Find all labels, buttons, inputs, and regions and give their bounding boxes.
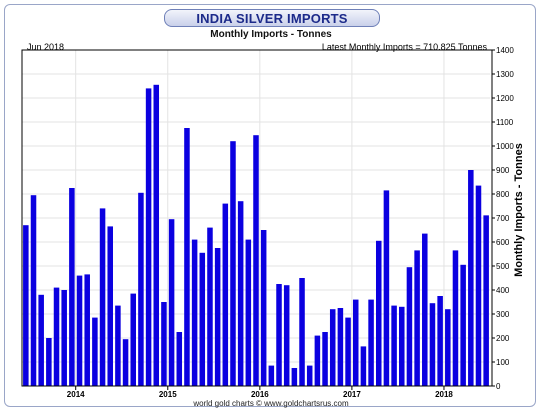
bar <box>406 267 413 386</box>
y-tick-label: 1200 <box>496 94 514 103</box>
bar <box>306 365 313 386</box>
bar <box>383 190 390 386</box>
bar <box>399 306 405 386</box>
bar <box>130 293 136 386</box>
x-tick-label: 2017 <box>343 390 361 399</box>
bar <box>368 299 374 386</box>
y-tick-label: 900 <box>496 166 510 175</box>
bar <box>429 303 436 386</box>
y-tick-label: 400 <box>496 286 510 295</box>
chart-subtitle: Monthly Imports - Tonnes <box>210 29 332 40</box>
bar <box>115 305 121 386</box>
bar <box>53 287 60 386</box>
y-tick-label: 1000 <box>496 142 514 151</box>
bar <box>475 185 482 386</box>
bar <box>360 346 367 386</box>
bar <box>291 368 298 386</box>
bar <box>422 233 428 386</box>
bar <box>176 332 183 386</box>
bar <box>145 88 152 387</box>
bar <box>276 284 282 386</box>
bars <box>23 84 489 387</box>
bar <box>391 305 397 386</box>
x-tick-label: 2014 <box>67 390 85 399</box>
bar <box>222 203 229 386</box>
bar <box>76 275 83 386</box>
x-tick-label: 2018 <box>435 390 453 399</box>
bar <box>199 252 206 386</box>
title-banner: INDIA SILVER IMPORTS <box>164 9 380 27</box>
bar <box>92 317 98 386</box>
y-tick-label: 1400 <box>496 46 514 55</box>
bar <box>337 308 344 386</box>
latest-imports-label: Latest Monthly Imports = 710.825 Tonnes <box>321 42 487 52</box>
bar <box>230 141 236 386</box>
bar <box>107 226 113 386</box>
bar <box>452 250 459 386</box>
bar <box>38 294 44 386</box>
bar <box>184 128 190 386</box>
bar <box>237 201 244 386</box>
bar <box>84 274 90 386</box>
plot-border <box>21 49 493 387</box>
bar <box>283 285 290 386</box>
y-tick-label: 200 <box>496 334 510 343</box>
y-tick-label: 0 <box>496 382 501 391</box>
y-tick-label: 600 <box>496 238 510 247</box>
date-label: Jun 2018 <box>27 42 65 52</box>
bar <box>138 192 144 386</box>
bar <box>445 309 451 386</box>
bar <box>23 225 29 386</box>
bar <box>437 296 443 386</box>
bar <box>468 170 474 386</box>
bar <box>168 219 175 386</box>
footer-credit: world gold charts © www.goldchartsrus.co… <box>193 399 349 408</box>
bar <box>69 188 75 386</box>
bar <box>161 302 167 386</box>
bar <box>214 248 221 386</box>
bar <box>260 230 267 386</box>
y-tick-label: 1300 <box>496 70 514 79</box>
y-tick-label: 100 <box>496 358 510 367</box>
bar <box>245 239 252 386</box>
y-tick-label: 700 <box>496 214 510 223</box>
chart-title: INDIA SILVER IMPORTS <box>196 11 348 26</box>
bar <box>460 264 466 386</box>
bar <box>352 299 359 386</box>
bar <box>329 309 336 386</box>
axes: 0 100 200 300 400 500 600 700 800 900 1000 1100 1200… <box>67 46 515 399</box>
bar <box>30 195 37 386</box>
x-tick-label: 2016 <box>251 390 269 399</box>
bar <box>268 365 275 386</box>
bar <box>61 290 67 386</box>
bar <box>375 240 382 386</box>
y-tick-label: 1100 <box>496 118 514 127</box>
bar <box>153 84 160 387</box>
y-tick-label: 300 <box>496 310 510 319</box>
bar <box>345 317 351 386</box>
bar <box>322 332 328 386</box>
bar <box>122 339 129 386</box>
bar <box>99 208 106 386</box>
bar <box>314 335 321 386</box>
bar <box>191 239 198 386</box>
x-tick-label: 2015 <box>159 390 177 399</box>
bar <box>253 135 259 386</box>
bar <box>483 215 489 386</box>
bar <box>207 227 213 386</box>
bar <box>414 250 420 386</box>
bar <box>299 278 305 386</box>
bar <box>46 338 52 386</box>
y-tick-label: 800 <box>496 190 510 199</box>
y-tick-label: 500 <box>496 262 510 271</box>
